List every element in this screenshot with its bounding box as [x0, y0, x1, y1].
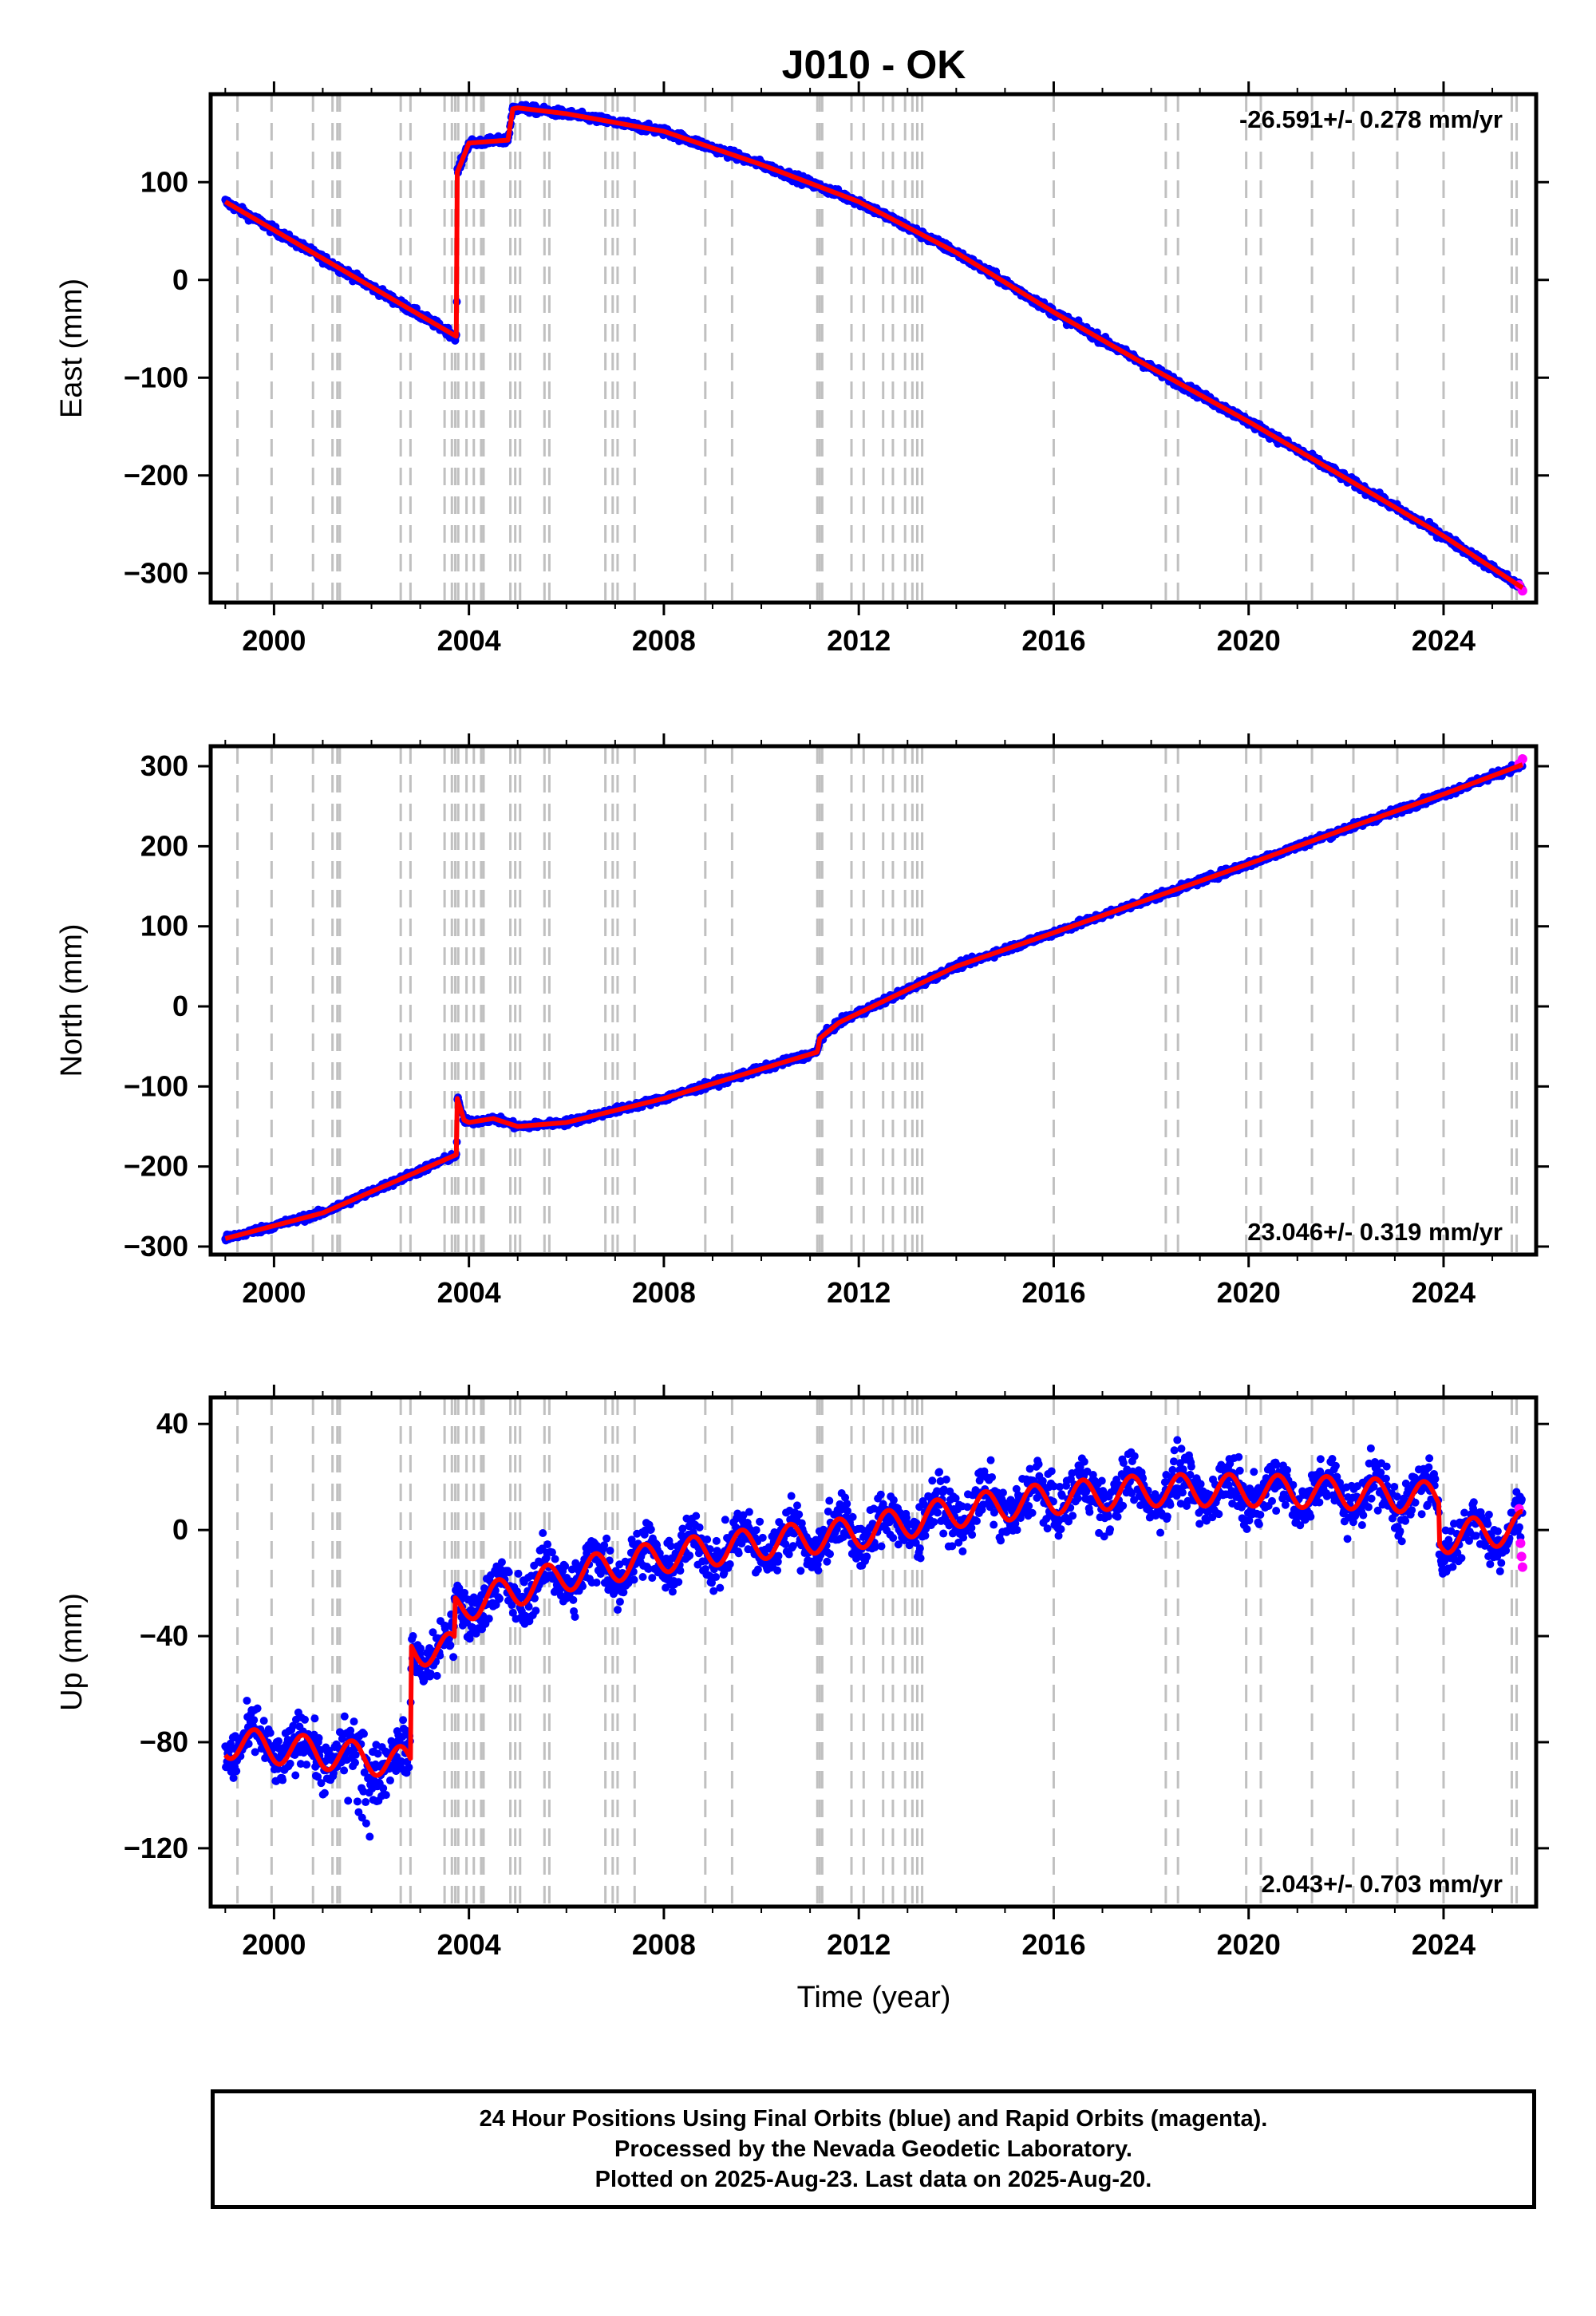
y-tick-label: −200	[124, 1150, 188, 1183]
model-line-east	[223, 105, 1524, 591]
x-tick-label: 2020	[1217, 1276, 1281, 1309]
data-point	[259, 1717, 268, 1725]
data-point	[250, 1716, 259, 1725]
x-tick-label: 2020	[1217, 624, 1281, 657]
panel-east: 2000 2004 2008 2012 2016 2020 2024 100 0 −100 −200…	[55, 81, 1549, 657]
y-tick-label: 200	[140, 829, 188, 862]
data-point	[229, 1773, 238, 1782]
y-tick-label: −300	[124, 1230, 188, 1263]
data-point	[340, 1766, 349, 1775]
x-tick-label: 2012	[827, 1276, 891, 1309]
data-point	[266, 1729, 275, 1737]
y-tick-label: −100	[124, 1069, 188, 1102]
data-point	[232, 1767, 241, 1776]
data-point	[243, 1696, 251, 1705]
panel-up: 2000 2004 2008 2012 2016 2020 2024400−40−80−12…	[55, 1385, 1549, 1961]
x-tick-label: 2012	[827, 624, 891, 657]
y-tick-label: −100	[124, 361, 188, 393]
plot-area-up	[221, 1397, 1527, 1907]
chart-title: J010 - OK	[782, 42, 966, 87]
x-tick-label: 2016	[1021, 624, 1085, 657]
y-tick-label: 0	[172, 990, 188, 1022]
data-point	[300, 1715, 309, 1724]
x-tick-label: 2008	[632, 1276, 696, 1309]
x-tick-label: 2024	[1412, 1276, 1476, 1309]
x-tick-label: 2000	[242, 1276, 306, 1309]
data-point	[310, 1714, 319, 1723]
y-tick-label: 100	[140, 910, 188, 943]
rapid-point	[1517, 754, 1527, 765]
data-point	[253, 1704, 262, 1713]
data-point	[302, 1761, 311, 1769]
x-tick-label: 2008	[632, 624, 696, 657]
rate-label-north: 23.046+/- 0.319 mm/yr	[1247, 1218, 1503, 1246]
panel-north: 2000 2004 2008 2012 2016 2020 2024 300 200 100 0 −1…	[55, 733, 1549, 1309]
x-tick-label: 2004	[437, 1276, 501, 1309]
y-tick-label: 100	[140, 165, 188, 198]
y-axis-label-north: North (mm)	[55, 923, 89, 1077]
y-tick-label: −200	[124, 459, 188, 492]
final-orbit-points-east	[221, 101, 1527, 595]
plot-area-east	[221, 94, 1527, 603]
y-tick-label: 0	[172, 263, 188, 296]
data-point	[291, 1771, 300, 1780]
data-point	[279, 1776, 287, 1784]
x-tick-label: 2000	[242, 624, 306, 657]
plot-area-north	[221, 746, 1527, 1255]
x-tick-label: 2024	[1412, 624, 1476, 657]
x-tick-label: 2004	[437, 624, 501, 657]
data-point	[275, 1737, 283, 1745]
y-axis-label-east: East (mm)	[55, 279, 89, 418]
y-tick-label: −300	[124, 556, 188, 589]
data-point	[320, 1788, 329, 1797]
data-point	[314, 1733, 323, 1742]
final-orbit-points-up	[221, 1436, 1527, 1841]
rate-label-east: -26.591+/- 0.278 mm/yr	[1239, 105, 1503, 133]
x-tick-label: 2016	[1021, 1276, 1085, 1309]
y-tick-label: 300	[140, 749, 188, 782]
